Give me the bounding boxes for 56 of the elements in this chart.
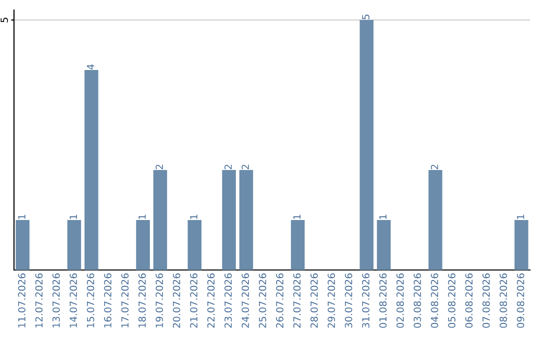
bar [376,220,391,270]
data-label: 1 [70,214,77,219]
data-label: 2 [430,164,438,170]
data-label: 2 [224,164,232,170]
bar [360,20,374,270]
data-label: 5 [362,14,370,20]
bar [239,170,254,270]
x-tick-label: 23.07.2026 [224,273,232,328]
x-tick-label: 11.07.2026 [18,273,26,328]
data-label: 1 [190,214,198,219]
data-label: 4 [86,64,94,70]
x-tick-label: 08.08.2026 [500,273,508,328]
bar [16,220,30,270]
data-label: 2 [156,164,163,170]
bar [67,220,82,270]
x-tick-label: 31.07.2026 [362,273,370,328]
bar [514,220,528,270]
x-tick-label: 28.07.2026 [310,273,318,328]
x-tick-label: 19.07.2026 [156,273,164,328]
x-tick-label: 16.07.2026 [104,273,112,328]
x-tick-label: 29.07.2026 [328,273,336,328]
x-tick-label: 26.07.2026 [276,273,284,328]
data-label: 1 [18,214,26,219]
bar [428,170,442,270]
data-label: 1 [293,214,300,219]
bar [290,220,305,270]
x-tick-label: 09.08.2026 [516,273,524,328]
x-tick-label: 14.07.2026 [70,273,78,328]
x-tick-label: 30.07.2026 [344,273,352,328]
bar [136,220,150,270]
x-tick-label: 01.08.2026 [379,273,387,328]
bar [222,170,236,270]
data-label: 2 [242,164,249,170]
x-tick-label: 24.07.2026 [242,273,250,328]
bar [153,170,168,270]
x-tick-label: 02.08.2026 [396,273,404,328]
data-label: 1 [138,214,146,219]
x-tick-label: 27.07.2026 [293,273,301,328]
x-tick-label: 04.08.2026 [430,273,438,328]
x-tick-label: 03.08.2026 [414,273,422,328]
x-tick-label: 17.07.2026 [121,273,129,328]
x-tick-label: 15.07.2026 [86,273,94,328]
x-tick-label: 05.08.2026 [448,273,456,328]
x-tick-label: 25.07.2026 [258,273,266,328]
x-tick-label: 12.07.2026 [35,273,43,328]
x-tick-label: 21.07.2026 [190,273,198,328]
x-tick-label: 13.07.2026 [52,273,60,328]
bar [84,70,98,270]
x-tick-label: 20.07.2026 [172,273,180,328]
x-tick-label: 18.07.2026 [138,273,146,328]
data-label: 1 [516,214,524,219]
x-tick-label: 06.08.2026 [465,273,473,328]
x-tick-label: 07.08.2026 [482,273,490,328]
bar [188,220,202,270]
x-tick-label: 22.07.2026 [207,273,215,328]
data-label: 1 [379,214,386,219]
